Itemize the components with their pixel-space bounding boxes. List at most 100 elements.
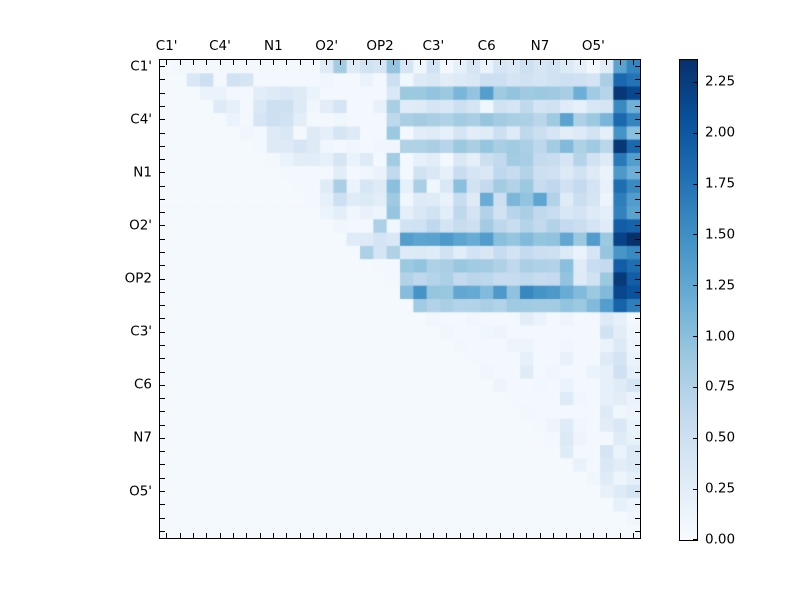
axis-tick	[472, 533, 474, 538]
axis-tick	[232, 60, 234, 65]
axis-tick	[619, 60, 621, 65]
axis-tick	[326, 533, 328, 538]
axis-tick	[446, 533, 448, 538]
axis-tick	[232, 533, 234, 538]
axis-tick	[635, 384, 640, 386]
axis-tick	[160, 451, 165, 453]
axis-tick	[592, 533, 594, 538]
axis-tick	[635, 252, 640, 254]
axis-tick	[160, 331, 165, 333]
axis-tick	[160, 291, 165, 293]
axis-tick	[579, 60, 581, 65]
colorbar-tick-label: 1.75	[705, 175, 736, 192]
axis-tick	[312, 533, 314, 538]
axis-tick	[272, 60, 274, 65]
x-tick-label: C4'	[209, 38, 231, 54]
axis-tick	[552, 533, 554, 538]
axis-tick	[206, 533, 208, 538]
axis-tick	[635, 305, 640, 307]
axis-tick	[635, 119, 640, 121]
axis-tick	[579, 533, 581, 538]
axis-tick	[192, 60, 194, 65]
axis-tick	[160, 185, 165, 187]
axis-tick	[286, 533, 288, 538]
axis-tick	[160, 66, 165, 68]
axis-tick	[160, 265, 165, 267]
axis-tick	[160, 424, 165, 426]
axis-tick	[160, 358, 165, 360]
axis-tick	[160, 504, 165, 506]
colorbar-tick-label: 0.75	[705, 378, 736, 395]
axis-tick	[160, 252, 165, 254]
axis-tick	[166, 533, 168, 538]
axis-tick	[352, 533, 354, 538]
x-tick-label: C3'	[422, 38, 445, 54]
axis-tick	[160, 437, 165, 439]
axis-tick	[539, 533, 541, 538]
axis-tick	[635, 212, 640, 214]
axis-tick	[160, 371, 165, 373]
axis-tick	[635, 464, 640, 466]
axis-tick	[160, 225, 165, 227]
axis-tick	[635, 185, 640, 187]
axis-tick	[259, 60, 261, 65]
colorbar-gradient	[680, 60, 697, 540]
colorbar-tick-label: 2.00	[705, 124, 736, 141]
axis-tick	[160, 238, 165, 240]
axis-tick	[160, 145, 165, 147]
axis-tick	[432, 533, 434, 538]
axis-tick	[286, 60, 288, 65]
x-tick-label: C1'	[155, 38, 178, 54]
axis-tick	[635, 278, 640, 280]
axis-tick	[632, 533, 634, 538]
colorbar-tick-label: 1.00	[705, 328, 736, 345]
axis-tick	[326, 60, 328, 65]
axis-tick	[160, 105, 165, 107]
axis-tick	[606, 533, 608, 538]
axis-tick	[472, 60, 474, 65]
axis-tick	[635, 92, 640, 94]
x-tick-label: O5'	[581, 38, 605, 54]
axis-tick	[635, 79, 640, 81]
axis-tick	[419, 60, 421, 65]
axis-tick	[606, 60, 608, 65]
axis-tick	[635, 344, 640, 346]
axis-tick	[392, 533, 394, 538]
colorbar-tick	[693, 132, 697, 134]
axis-tick	[259, 533, 261, 538]
colorbar-tick	[693, 81, 697, 83]
axis-tick	[406, 60, 408, 65]
axis-tick	[160, 159, 165, 161]
axis-tick	[635, 238, 640, 240]
axis-tick	[160, 212, 165, 214]
axis-tick	[246, 60, 248, 65]
axis-tick	[160, 477, 165, 479]
axis-tick	[486, 60, 488, 65]
colorbar-tick	[693, 386, 697, 388]
axis-tick	[635, 66, 640, 68]
axis-tick	[635, 424, 640, 426]
x-tick-label: N1	[263, 38, 283, 54]
heatmap-matrix-canvas	[160, 60, 640, 538]
axis-tick	[635, 358, 640, 360]
axis-tick	[179, 60, 181, 65]
axis-tick	[635, 517, 640, 519]
axis-tick	[160, 344, 165, 346]
axis-tick	[160, 305, 165, 307]
y-tick-label: O2'	[129, 217, 152, 234]
axis-tick	[379, 60, 381, 65]
axis-tick	[526, 533, 528, 538]
axis-tick	[635, 504, 640, 506]
colorbar-tick-label: 1.25	[705, 277, 736, 294]
axis-tick	[459, 60, 461, 65]
colorbar-tick-label: 1.50	[705, 226, 736, 243]
axis-tick	[566, 60, 568, 65]
colorbar-tick	[693, 437, 697, 439]
axis-tick	[160, 79, 165, 81]
axis-tick	[219, 60, 221, 65]
axis-tick	[299, 533, 301, 538]
colorbar-tick	[693, 488, 697, 490]
colorbar-tick-label: 0.50	[705, 429, 736, 446]
axis-tick	[160, 132, 165, 134]
y-tick-label: N7	[133, 429, 152, 446]
